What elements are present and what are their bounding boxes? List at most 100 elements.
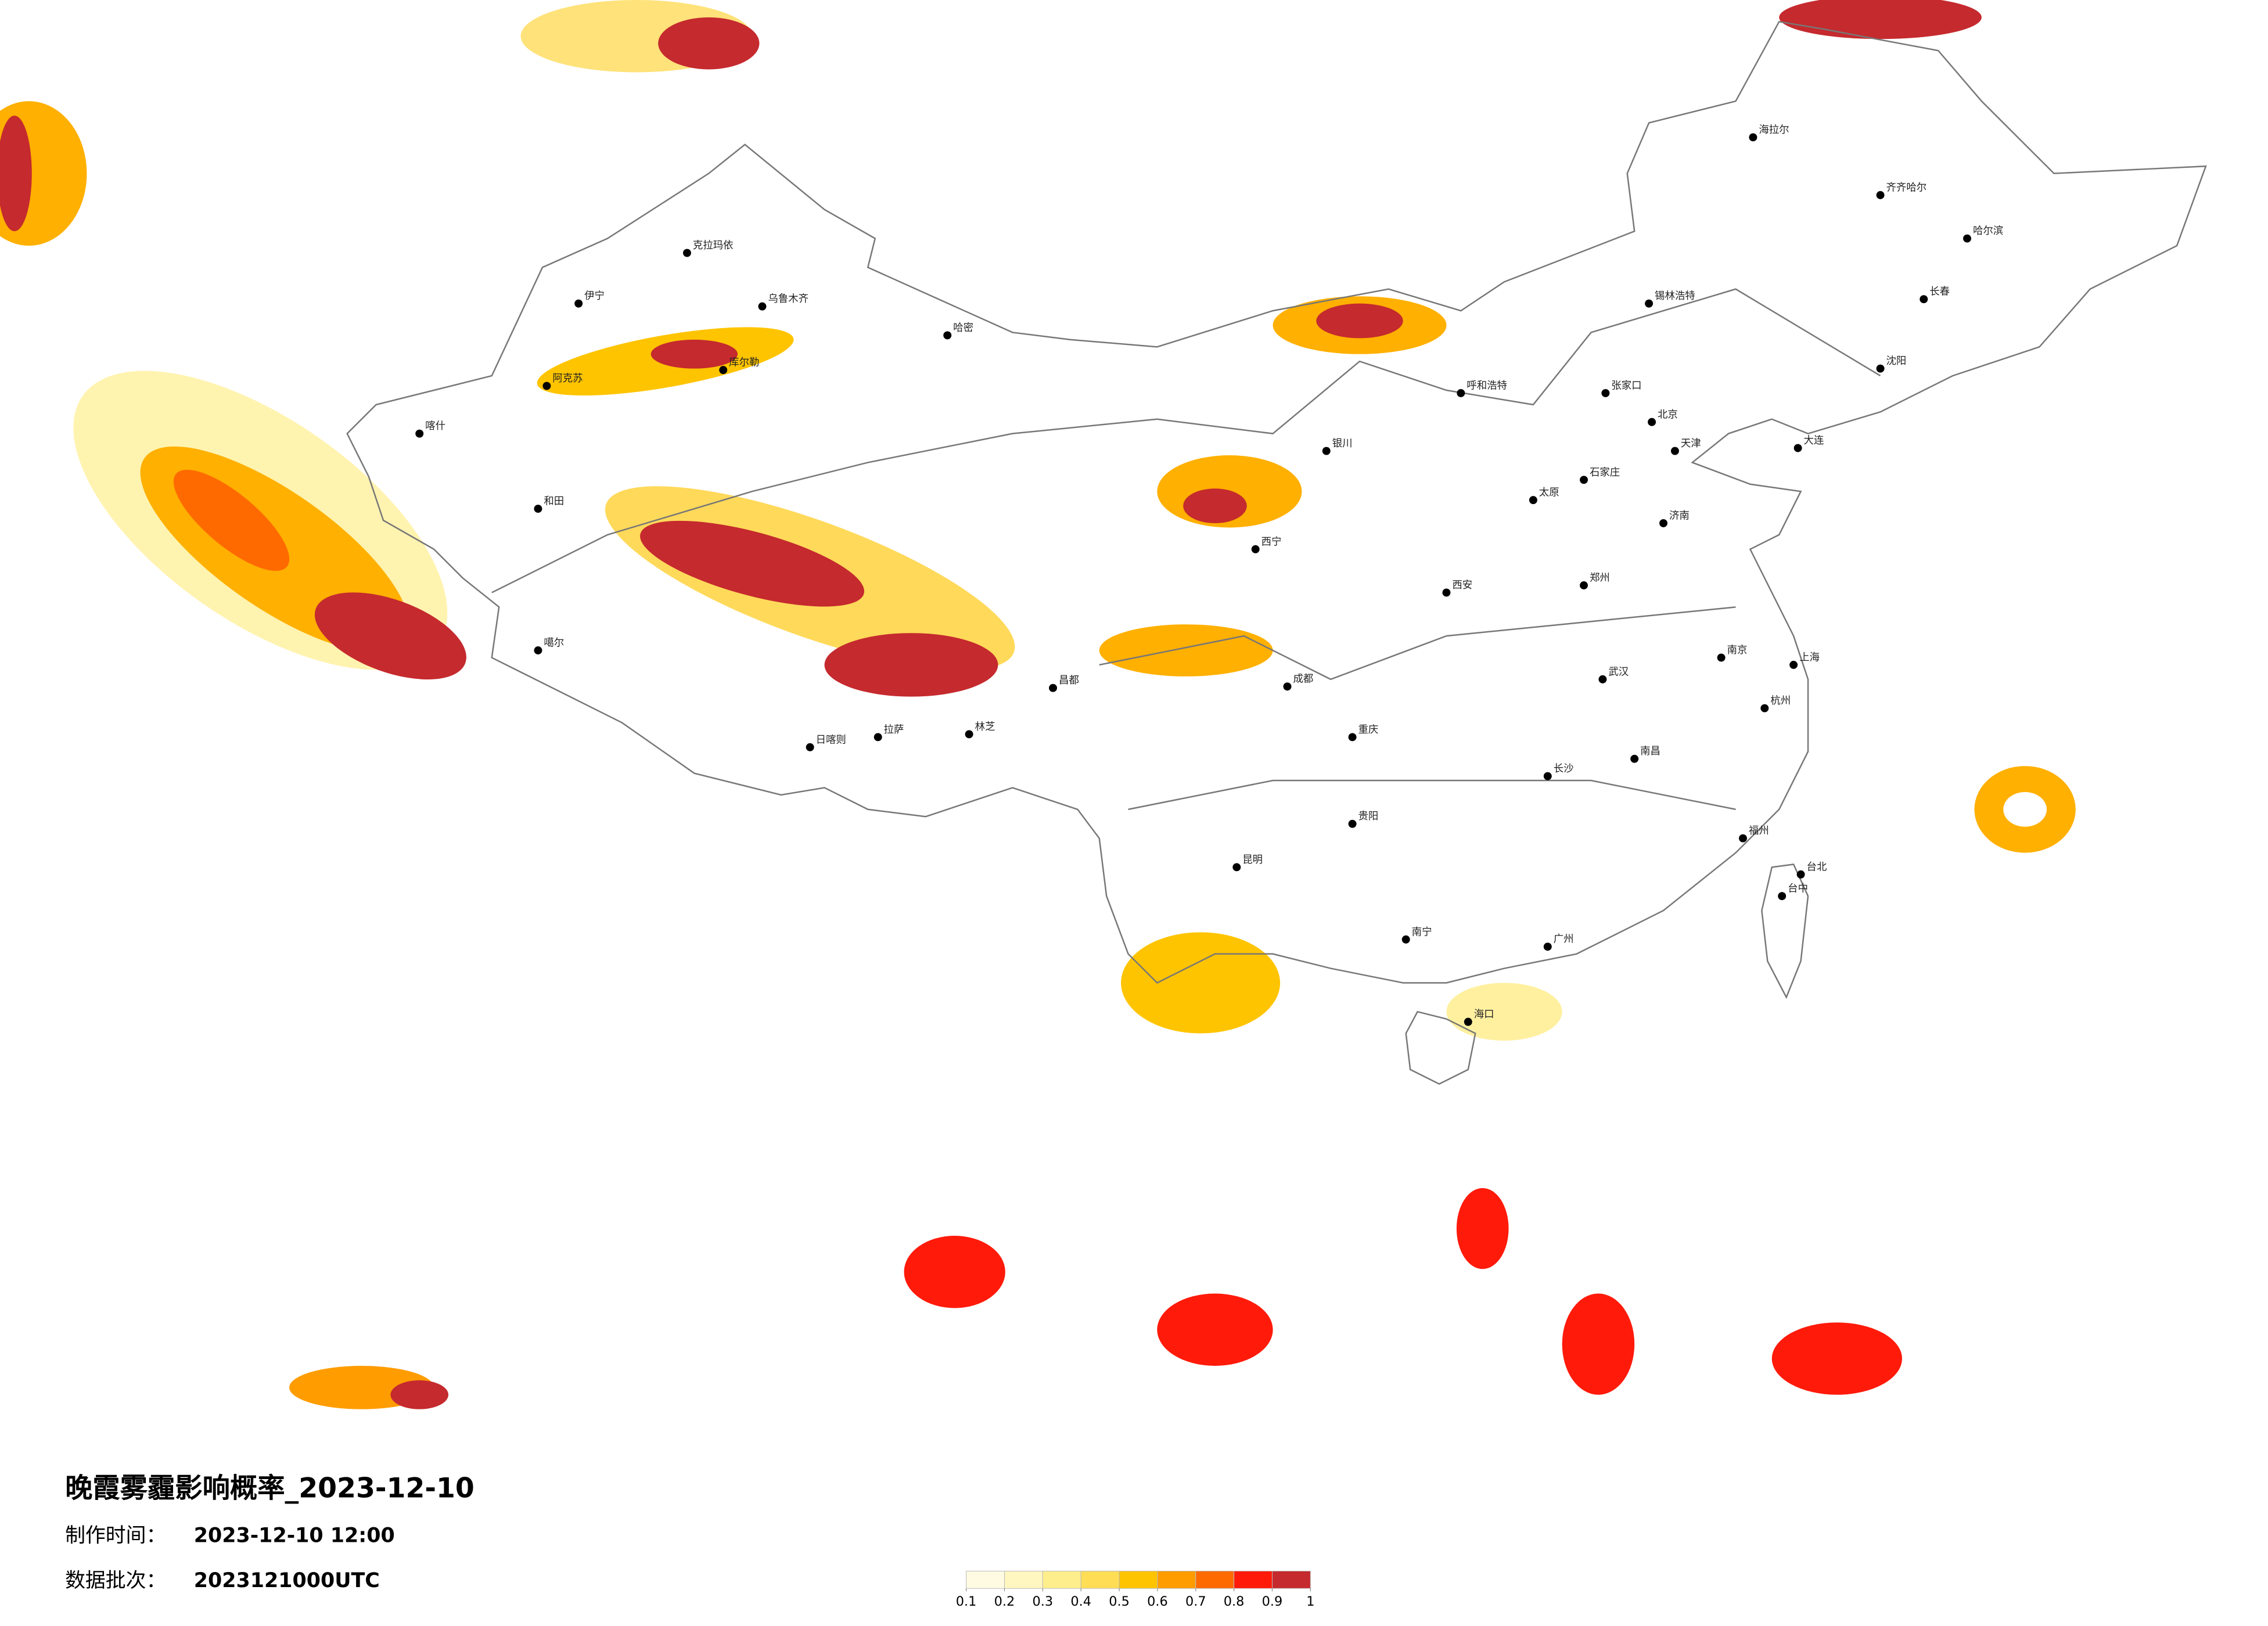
city-dot	[1464, 1017, 1472, 1026]
city-dot	[1442, 588, 1451, 597]
city-dot	[1796, 870, 1805, 879]
legend-swatch	[1271, 1570, 1311, 1589]
city-label: 日喀则	[816, 734, 846, 746]
city-dot	[1322, 447, 1331, 455]
city-label: 成都	[1293, 674, 1313, 685]
legend-tick-label: 0.6	[1147, 1594, 1168, 1609]
city-label: 呼和浩特	[1467, 380, 1507, 392]
legend-swatch	[1080, 1570, 1120, 1589]
city-dot	[1876, 191, 1885, 199]
city-label: 银川	[1332, 438, 1353, 449]
legend-swatch	[1119, 1570, 1158, 1589]
city-label: 喀什	[425, 420, 445, 432]
city-dot	[1283, 682, 1292, 691]
city-dot	[719, 366, 728, 375]
city-label: 拉萨	[884, 724, 904, 736]
city-label: 大连	[1804, 435, 1824, 447]
city-label: 库尔勒	[729, 357, 759, 369]
city-label: 噶尔	[544, 638, 564, 649]
city-dot	[1789, 660, 1798, 669]
city-label: 台北	[1807, 861, 1827, 873]
city-label: 阿克苏	[552, 373, 583, 384]
city-label: 西宁	[1261, 536, 1282, 548]
city-label: 海口	[1474, 1009, 1494, 1020]
city-dot	[1601, 389, 1610, 397]
batch: 2023121000UTC	[194, 1569, 380, 1592]
city-dot	[1457, 389, 1465, 397]
city-dot	[758, 302, 767, 311]
legend-swatch	[1004, 1570, 1043, 1589]
city-label: 郑州	[1590, 573, 1610, 584]
legend-tick-label: 0.2	[994, 1594, 1015, 1609]
legend: 0.1 0.2 0.3 0.4 0.5 0.6 0.7 0.8 0.9 1	[956, 1570, 1314, 1609]
city-label: 林芝	[975, 721, 995, 733]
city-dot	[1630, 754, 1639, 763]
city-dot	[1876, 364, 1885, 373]
city-label: 海拉尔	[1759, 124, 1789, 136]
city-dot	[1738, 834, 1747, 843]
haze-field	[0, 0, 2076, 1409]
city-dot	[965, 730, 973, 739]
city-label: 长沙	[1554, 763, 1574, 775]
city-dot	[1648, 418, 1656, 426]
city-dot	[1543, 942, 1552, 951]
city-dot	[874, 733, 882, 742]
city-label: 太原	[1539, 487, 1559, 499]
city-label: 济南	[1669, 510, 1690, 522]
city-dot	[1543, 772, 1552, 780]
city-dot	[1529, 496, 1537, 505]
city-label: 天津	[1681, 438, 1701, 449]
legend-swatch	[1157, 1570, 1196, 1589]
legend-tick-label: 0.4	[1070, 1594, 1091, 1609]
legend-swatch	[1195, 1570, 1235, 1589]
city-label: 贵阳	[1358, 811, 1379, 822]
city-dot	[1963, 234, 1971, 243]
city-dot	[1659, 519, 1667, 527]
city-dot	[1598, 675, 1607, 684]
city-dot	[1232, 863, 1241, 872]
city-dot	[1793, 444, 1802, 452]
city-dot	[1645, 299, 1654, 308]
city-label: 台中	[1788, 883, 1808, 895]
city-dot	[1670, 447, 1679, 455]
batch-label: 数据批次：	[65, 1569, 166, 1592]
city-dot	[1251, 545, 1260, 553]
city-label: 昆明	[1242, 854, 1263, 866]
legend-tick-label: 0.1	[956, 1594, 977, 1609]
city-dot	[415, 429, 424, 438]
legend-tick-label: 0.3	[1033, 1594, 1054, 1609]
city-dot	[943, 331, 952, 340]
city-dot	[1749, 133, 1757, 142]
city-dot	[1049, 684, 1058, 692]
legend-swatch	[966, 1570, 1005, 1589]
city-label: 杭州	[1770, 695, 1791, 707]
city-dot	[542, 382, 551, 390]
legend-tick-label: 0.5	[1109, 1594, 1130, 1609]
city-dot	[1401, 935, 1410, 944]
city-label: 乌鲁木齐	[768, 293, 808, 305]
city-label: 哈尔滨	[1973, 225, 2003, 237]
city-dot	[1920, 295, 1928, 304]
made-time: 2023-12-10 12:00	[194, 1524, 395, 1548]
city-label: 长春	[1929, 286, 1950, 298]
city-dot	[1348, 733, 1357, 742]
city-label: 张家口	[1611, 380, 1641, 392]
city-label: 南京	[1727, 645, 1748, 656]
city-label: 北京	[1658, 409, 1678, 420]
city-label: 齐齐哈尔	[1886, 182, 1927, 194]
city-label: 重庆	[1358, 724, 1379, 736]
city-dot	[1760, 704, 1769, 713]
city-label: 锡林浩特	[1655, 290, 1695, 302]
city-dot	[574, 299, 583, 308]
title: 晚霞雾霾影响概率_2023-12-10	[65, 1473, 475, 1505]
legend-tick-label: 0.8	[1224, 1594, 1245, 1609]
borders	[346, 20, 2207, 1085]
city-label: 上海	[1799, 652, 1820, 663]
city-label: 武汉	[1608, 666, 1629, 678]
city-label: 福州	[1749, 825, 1769, 837]
city-label: 南昌	[1640, 746, 1660, 757]
city-label: 哈密	[953, 322, 973, 334]
city-label: 昌都	[1059, 675, 1079, 686]
